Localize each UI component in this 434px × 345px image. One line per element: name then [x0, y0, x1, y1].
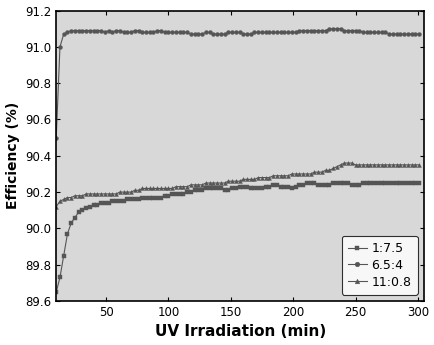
11:0.8 — [281, 174, 286, 178]
1:7.5 — [76, 210, 81, 214]
1:7.5 — [281, 185, 286, 189]
6.5:4 — [53, 136, 59, 140]
1:7.5 — [53, 290, 59, 294]
11:0.8 — [415, 163, 421, 167]
6.5:4 — [415, 32, 421, 36]
Line: 6.5:4: 6.5:4 — [54, 27, 420, 140]
X-axis label: UV Irradiation (min): UV Irradiation (min) — [154, 324, 325, 339]
11:0.8 — [76, 194, 81, 198]
6.5:4 — [333, 27, 339, 31]
11:0.8 — [83, 192, 89, 196]
11:0.8 — [341, 161, 346, 165]
6.5:4 — [225, 30, 230, 34]
1:7.5 — [255, 186, 260, 190]
11:0.8 — [330, 166, 335, 170]
Legend: 1:7.5, 6.5:4, 11:0.8: 1:7.5, 6.5:4, 11:0.8 — [341, 236, 417, 295]
6.5:4 — [281, 30, 286, 34]
Line: 11:0.8: 11:0.8 — [54, 161, 420, 209]
6.5:4 — [326, 27, 331, 31]
11:0.8 — [53, 205, 59, 209]
1:7.5 — [83, 206, 89, 210]
6.5:4 — [83, 28, 89, 32]
1:7.5 — [303, 181, 309, 185]
11:0.8 — [255, 176, 260, 180]
1:7.5 — [333, 181, 339, 185]
Line: 1:7.5: 1:7.5 — [54, 181, 420, 294]
11:0.8 — [225, 179, 230, 183]
Y-axis label: Efficiency (%): Efficiency (%) — [6, 102, 20, 209]
6.5:4 — [255, 30, 260, 34]
6.5:4 — [76, 28, 81, 32]
1:7.5 — [415, 181, 421, 185]
1:7.5 — [225, 188, 230, 193]
